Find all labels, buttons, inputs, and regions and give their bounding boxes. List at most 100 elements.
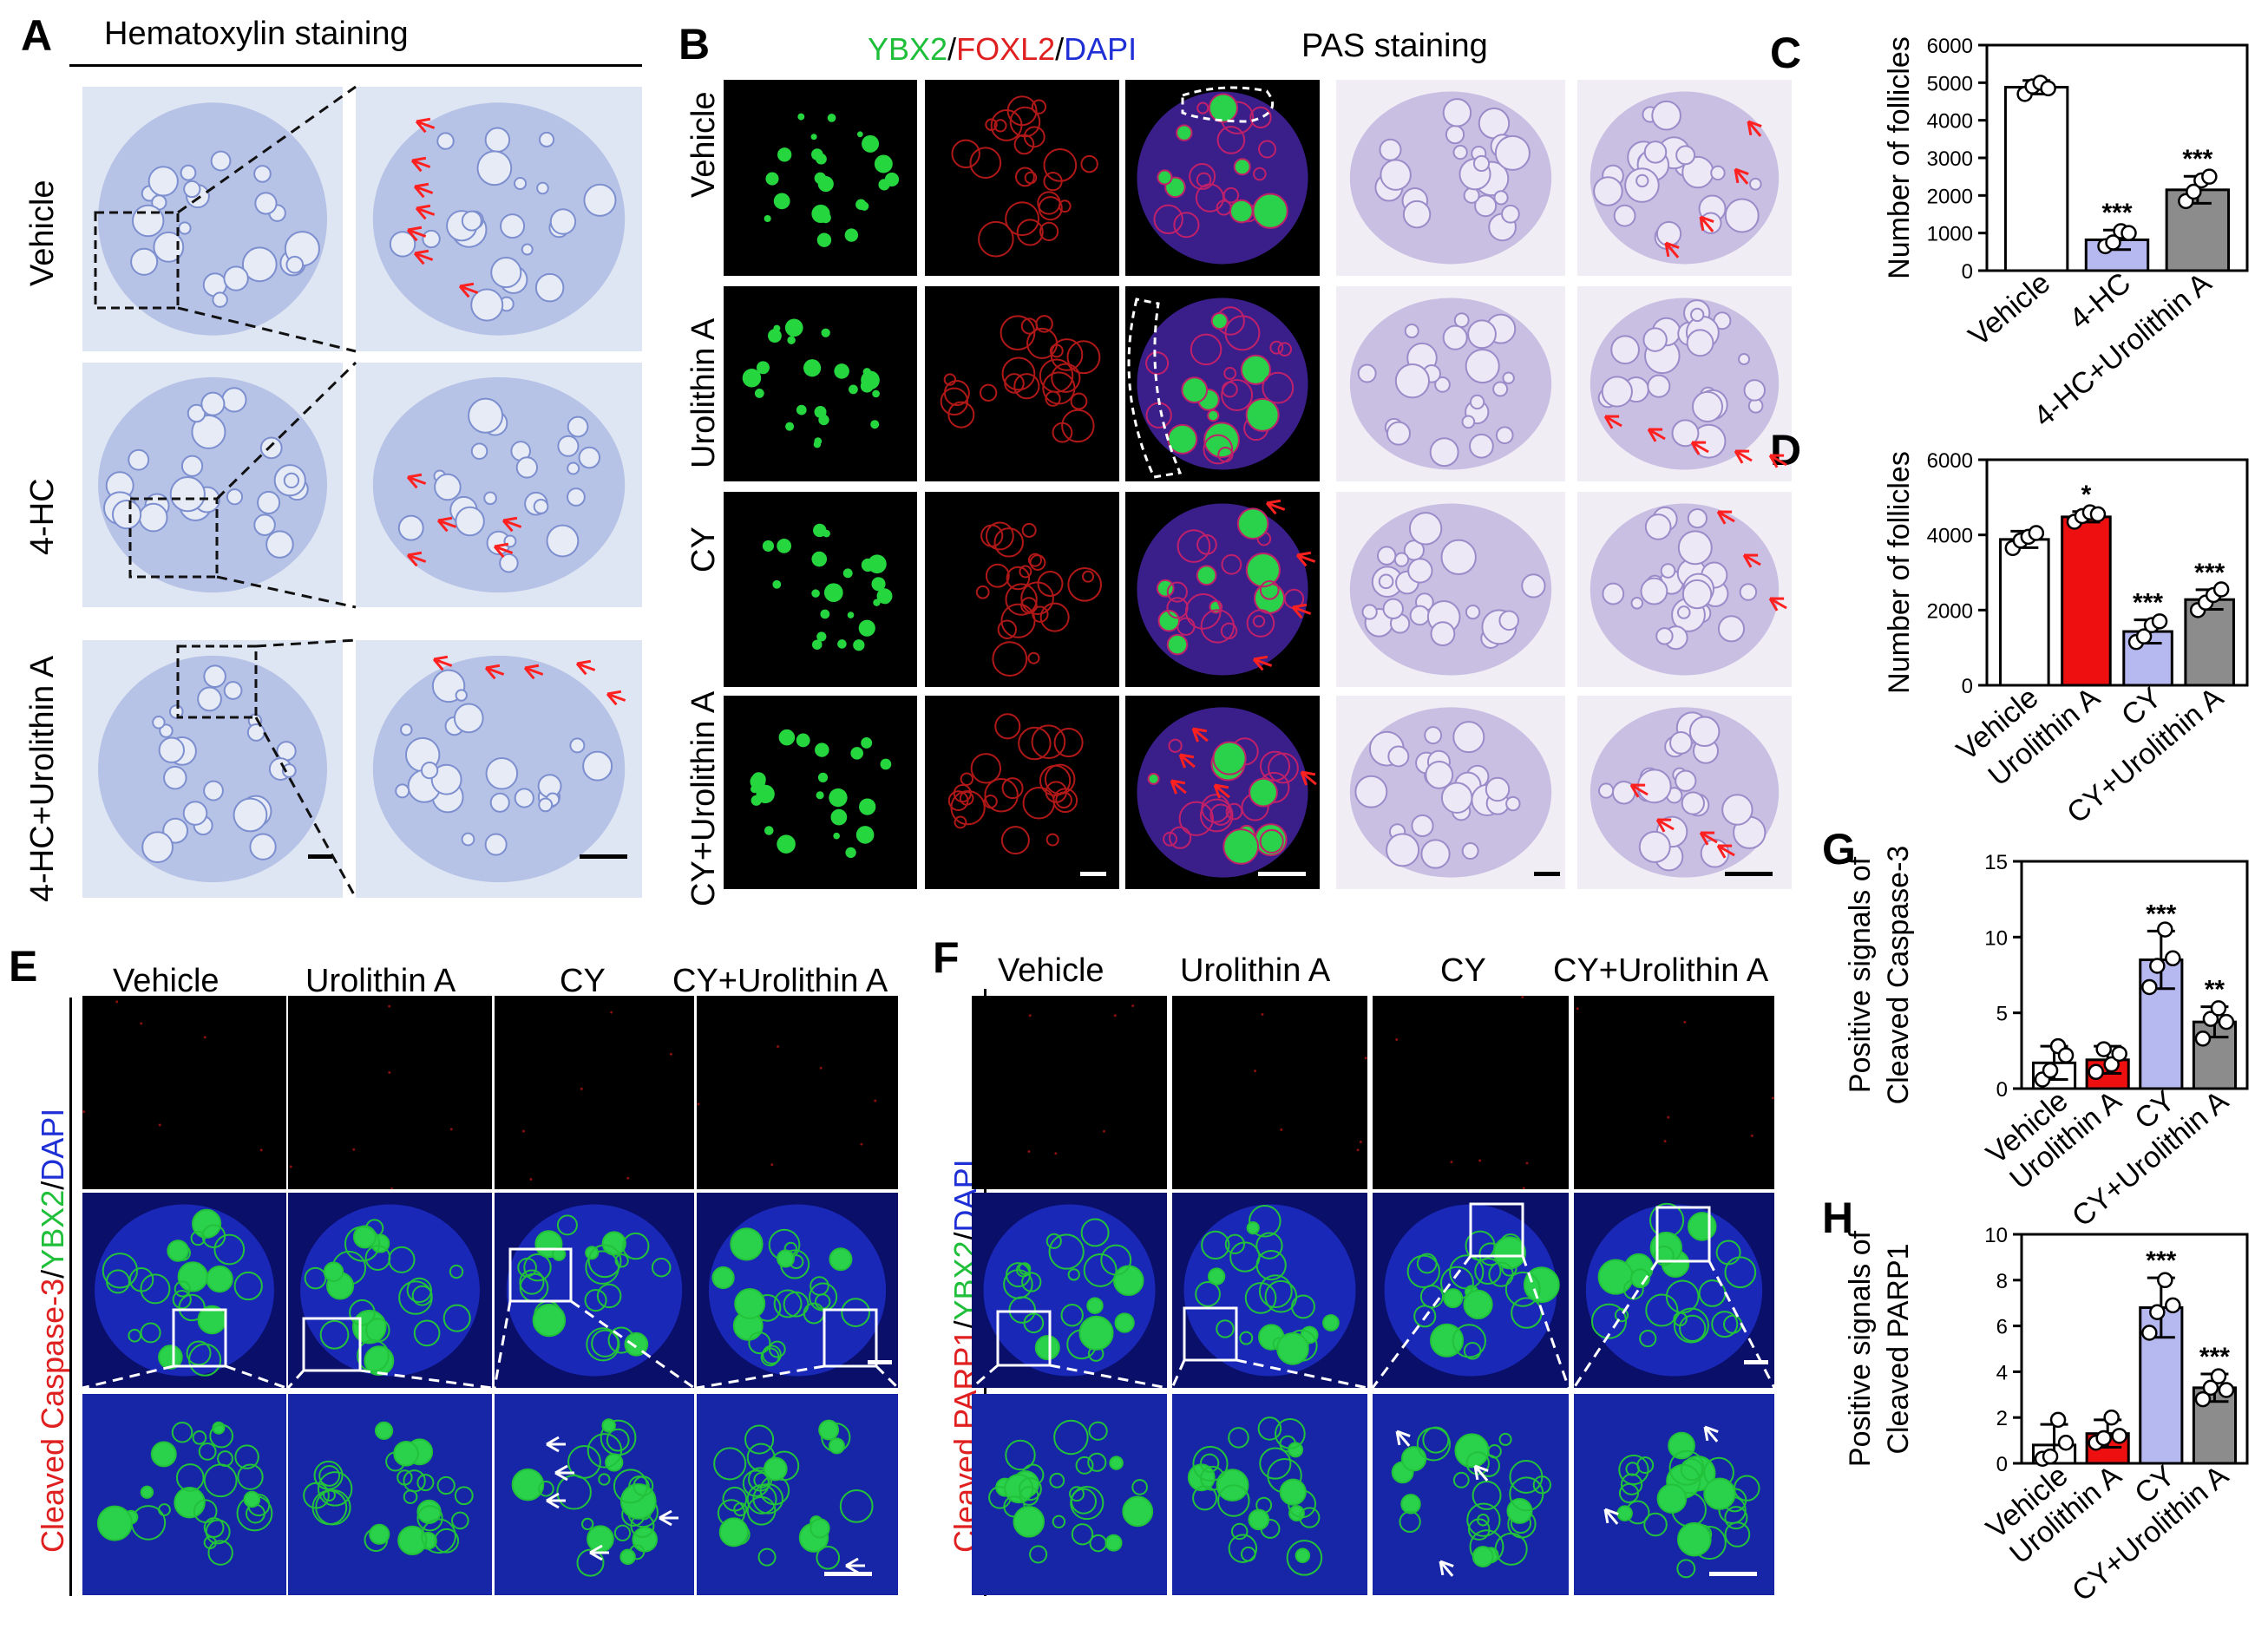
hematoxylin-overview-image [82,363,343,607]
panel-label-e: E [9,942,38,991]
panel-e-col-vehicle: Vehicle [113,963,220,999]
data-point [2165,950,2181,967]
arrow-icon [432,655,453,671]
arrow-icon [1703,1425,1719,1443]
connector-line [177,85,357,214]
arrow-icon [410,156,431,173]
significance-marker: *** [2146,900,2176,928]
scale-bar [868,1360,892,1364]
inset-box [1655,1206,1711,1263]
data-point [2202,1379,2219,1397]
data-point [2141,1325,2158,1341]
arrow-icon [1191,727,1209,743]
data-point [2210,1368,2227,1384]
data-point [2111,1428,2127,1444]
y-tick-label: 4 [1996,1361,2008,1384]
panel-label-b: B [678,20,711,69]
scale-bar [1725,872,1773,876]
inset-box [1469,1202,1524,1258]
data-point [2042,1062,2059,1079]
hematoxylin-overview-image [82,640,343,898]
arrow-icon [415,204,436,220]
arrow-icon [1473,1464,1489,1482]
channel-foxl2: FOXL2 [956,31,1056,67]
arrow-icon [1300,770,1317,786]
y-tick-label: 6 [1996,1316,2008,1339]
panel-e-col-cy-urolithin: CY+Urolithin A [672,963,888,999]
data-point [2088,1063,2104,1081]
significance-marker: * [2081,481,2092,509]
arrow-icon [1252,655,1273,671]
y-axis-label: Cleaved Caspase-3 [1882,846,1915,1105]
arrow-icon [659,1509,678,1527]
data-point [2040,80,2056,97]
arrow-icon [606,690,626,706]
significance-marker: *** [2194,559,2225,587]
data-point [2095,1041,2112,1057]
connector-line [1572,1260,1659,1389]
arrow-icon [1747,120,1762,137]
pas-zoom-image [1577,286,1792,481]
data-point [2057,1434,2075,1451]
channel-dapi: DAPI [1064,31,1137,67]
significance-marker: *** [2133,589,2163,618]
foxl2-channel-image [925,286,1119,481]
inset-box [176,644,258,719]
ybx2-channel-image [724,696,917,889]
cleaved-parp1-red-channel-image [972,996,1167,1189]
parp1-merged-zoom-image [1574,1394,1774,1595]
arrow-icon [546,1436,566,1453]
caspase-merged-zoom-image [697,1394,898,1595]
scale-bar [308,854,332,859]
arrow-icon [1734,167,1749,185]
connector-line [255,638,357,648]
arrow-icon [546,1492,566,1509]
panel-f-col-urolithin: Urolithin A [1180,952,1331,989]
parp1-merged-zoom-image [1172,1394,1367,1595]
inset-box [302,1317,362,1372]
arrow-icon [413,182,434,199]
panel-e-side-rule [69,998,72,1596]
y-axis-label: Number of follicles [1883,36,1916,279]
caspase-merged-zoom-image [288,1394,492,1595]
connector-line [971,1364,999,1390]
y-tick-label: 15 [1984,851,2008,874]
connector-line [1049,1364,1168,1390]
panel-f-col-cy: CY [1440,952,1486,989]
caspase-merged-zoom-image [495,1394,694,1595]
arrow-icon [845,1557,865,1574]
data-point [2049,1411,2067,1429]
y-axis-label: Positive signals of [1844,1230,1877,1467]
y-tick-label: 6000 [1927,449,1973,473]
scale-bar [1744,1360,1768,1364]
data-point [2202,1011,2219,1027]
ybx2-channel-image [724,286,917,481]
arrow-icon [1629,783,1649,798]
y-tick-label: 4000 [1927,110,1973,134]
arrow-icon [458,282,479,298]
data-point [2135,628,2153,644]
arrow-icon [1690,441,1709,455]
cleaved-caspase-red-channel-image [495,996,694,1189]
significance-marker: ** [2205,976,2225,1004]
caspase-merged-overview-image [82,1193,286,1388]
data-point [2194,1390,2212,1408]
arrow-icon [1699,831,1718,846]
merged-channel-image [1125,492,1320,687]
connector-line [177,306,357,353]
panel-label-h: H [1822,1194,1854,1242]
connector-line [1708,1260,1776,1389]
hematoxylin-zoom-image [356,363,642,607]
y-tick-label: 5 [1996,1003,2008,1026]
inset-box [172,1308,227,1368]
data-point [2042,1448,2059,1465]
cleaved-caspase-red-channel-image [288,996,492,1189]
pas-overview-image [1336,696,1565,889]
connector-line [1170,1359,1186,1389]
chart-axes-frame [2020,860,2249,1090]
significance-marker: *** [2101,199,2132,227]
bar [2003,86,2069,272]
y-axis-label: Cleaved PARP1 [1882,1243,1915,1454]
scale-bar [1709,1572,1757,1576]
